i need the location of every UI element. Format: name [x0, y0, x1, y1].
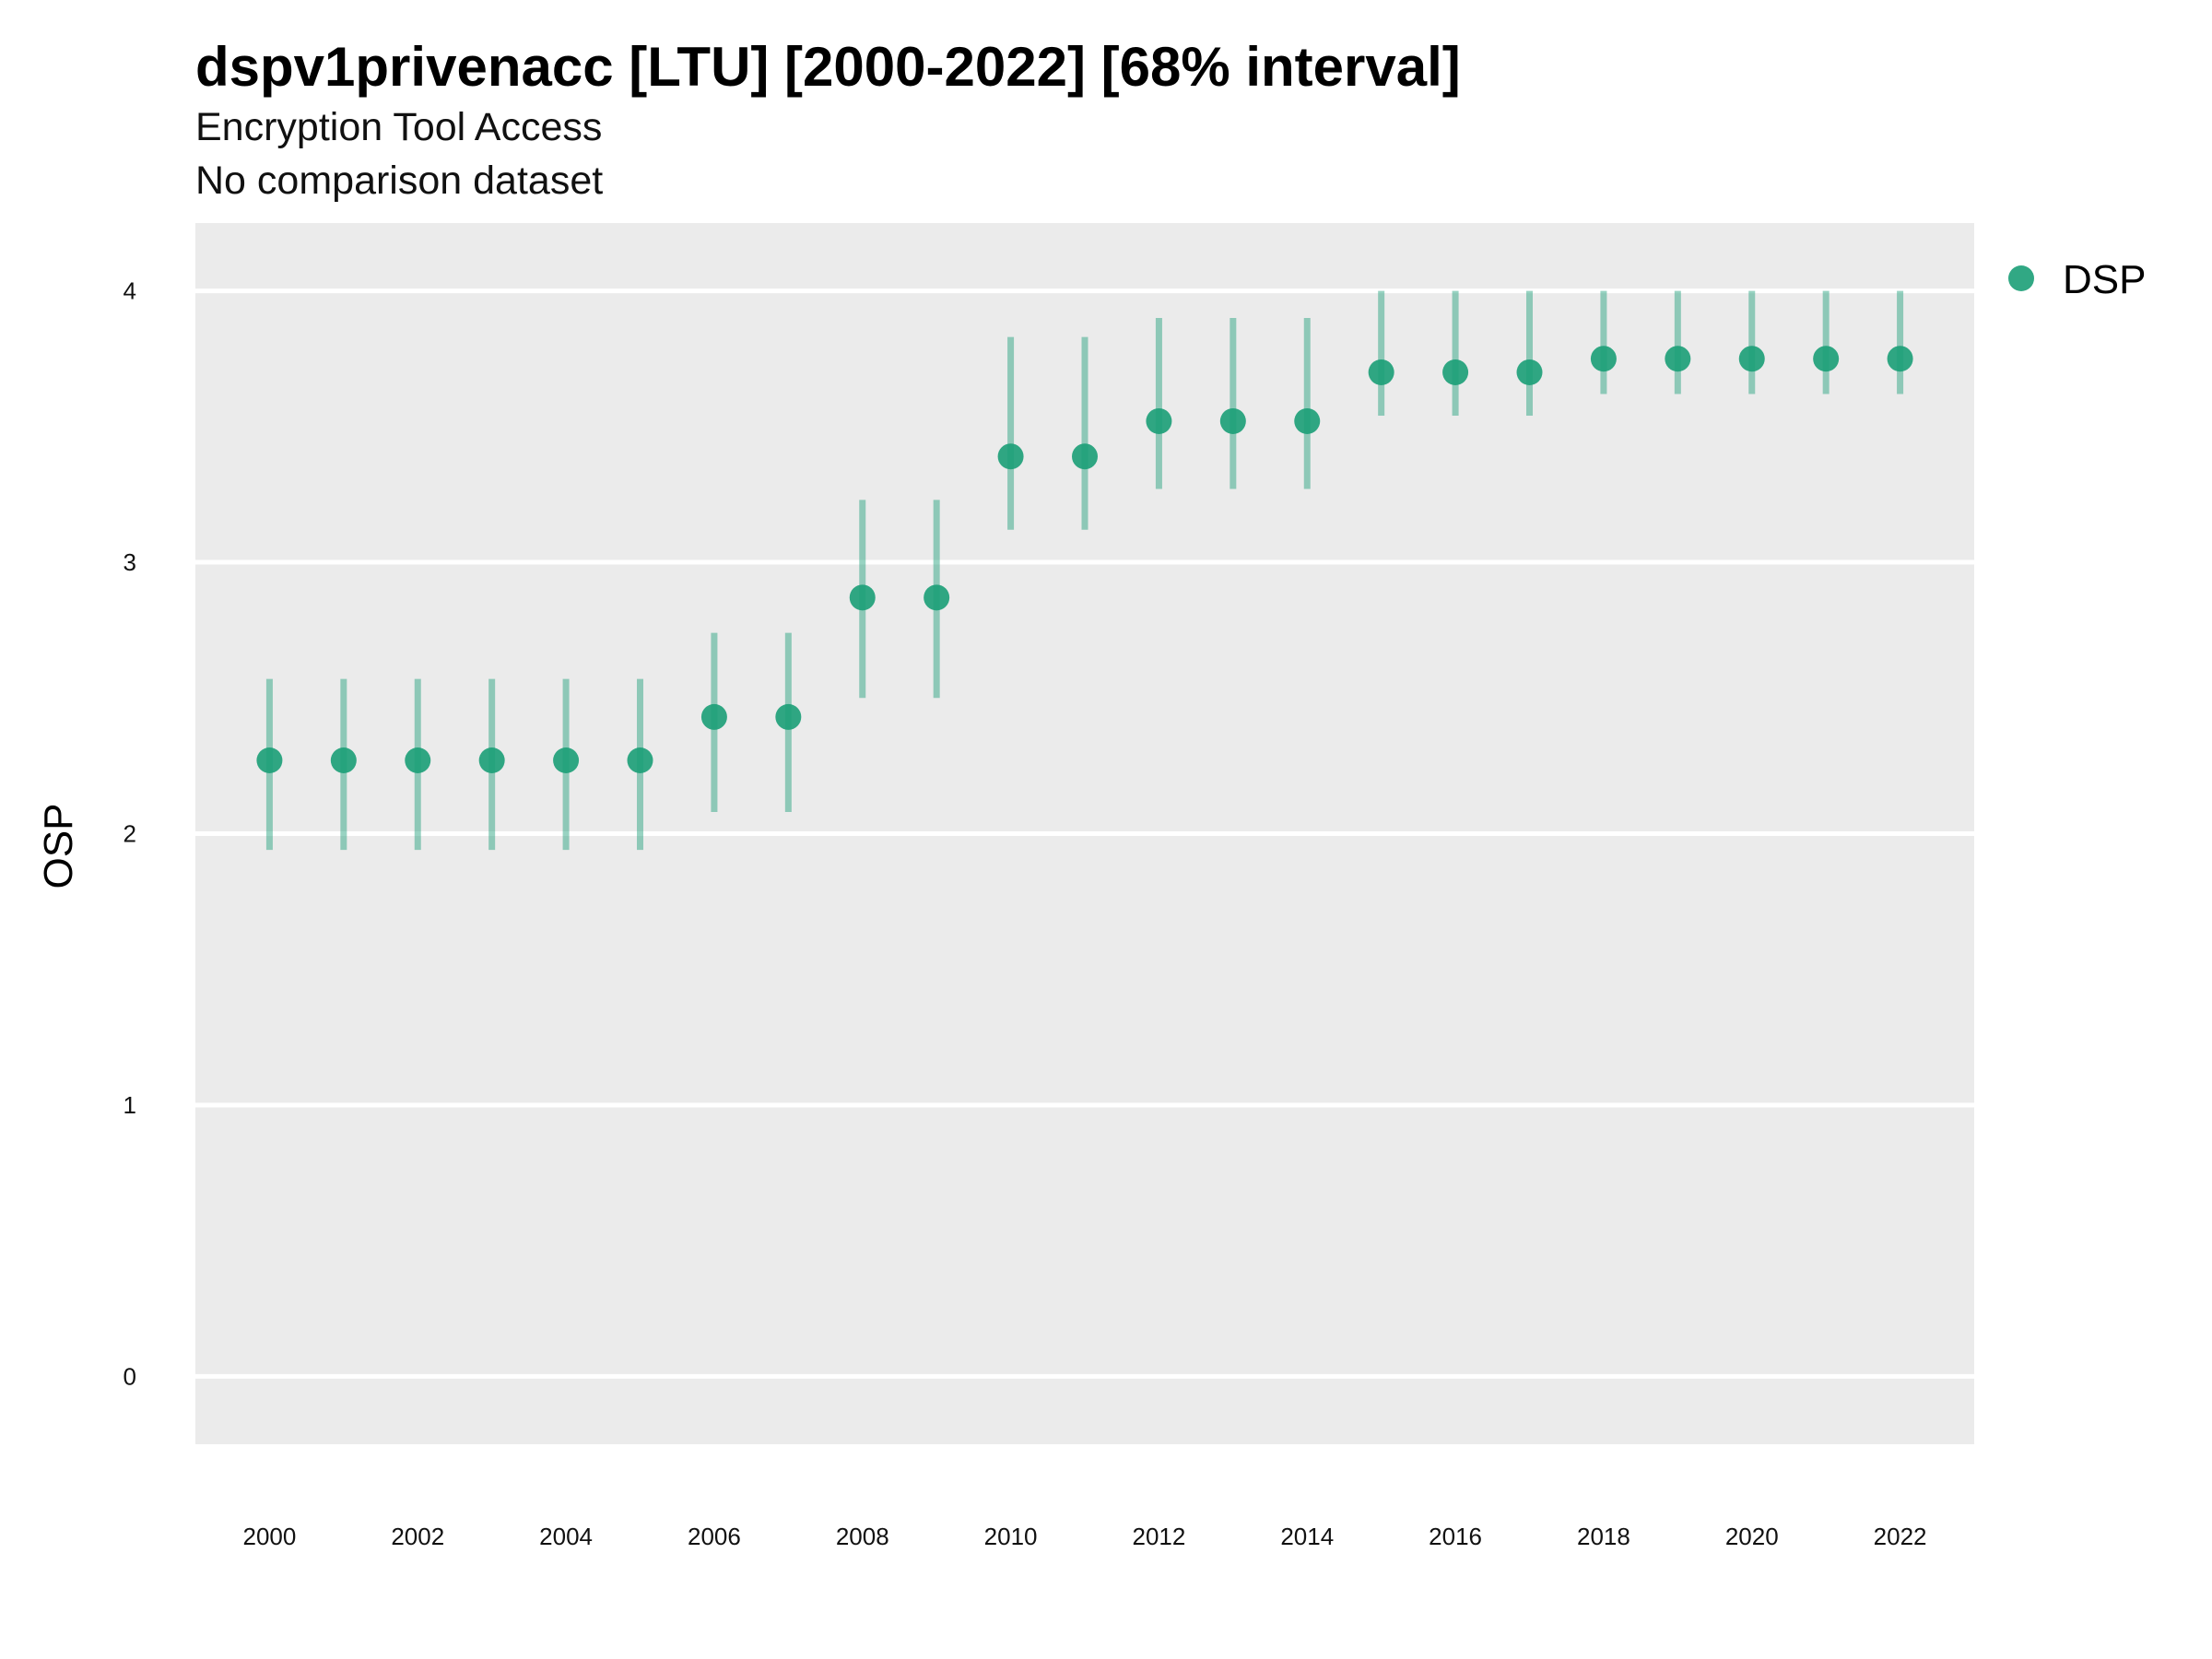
legend-label-dsp: DSP [2063, 257, 2146, 302]
x-tick-label: 2006 [688, 1523, 741, 1550]
x-tick-label: 2010 [984, 1523, 1038, 1550]
x-tick-label: 2022 [1874, 1523, 1927, 1550]
data-point[interactable] [627, 747, 653, 773]
x-tick-label: 2016 [1429, 1523, 1482, 1550]
data-point[interactable] [1813, 346, 1840, 372]
data-point[interactable] [1665, 346, 1691, 372]
x-tick-label: 2020 [1725, 1523, 1779, 1550]
data-point[interactable] [924, 584, 950, 611]
data-point[interactable] [1442, 359, 1469, 385]
data-point[interactable] [700, 703, 727, 730]
data-point[interactable] [405, 747, 431, 773]
x-tick-label: 2002 [391, 1523, 444, 1550]
data-point[interactable] [1294, 407, 1321, 434]
data-point[interactable] [849, 584, 876, 611]
data-point[interactable] [1146, 407, 1172, 434]
chart-subtitle-secondary: No comparison dataset [195, 159, 604, 203]
data-point[interactable] [1887, 346, 1913, 372]
data-point[interactable] [256, 747, 283, 773]
y-tick-label: 3 [124, 548, 136, 576]
grid-lines [195, 288, 1974, 1379]
x-tick-label: 2004 [539, 1523, 593, 1550]
data-points [256, 346, 1913, 773]
data-point[interactable] [553, 747, 580, 773]
data-point[interactable] [1219, 407, 1246, 434]
data-point[interactable] [1516, 359, 1543, 385]
data-point[interactable] [330, 747, 357, 773]
x-tick-label: 2018 [1577, 1523, 1630, 1550]
data-point[interactable] [775, 703, 802, 730]
y-tick-label: 4 [124, 277, 136, 305]
y-tick-label: 2 [124, 820, 136, 848]
data-point[interactable] [1738, 346, 1765, 372]
data-point[interactable] [1072, 443, 1098, 470]
legend[interactable]: DSP [2008, 257, 2146, 302]
chart-subtitle: Encryption Tool Access [195, 105, 603, 149]
data-point[interactable] [478, 747, 505, 773]
x-tick-label: 2012 [1132, 1523, 1185, 1550]
x-tick-label: 2014 [1280, 1523, 1334, 1550]
y-tick-label: 0 [124, 1362, 136, 1390]
x-axis-ticks: 2000 2002 2004 2006 2008 2010 2012 2014 2016 2018… [242, 1523, 1926, 1550]
legend-key-dsp [2008, 265, 2034, 291]
x-tick-label: 2008 [836, 1523, 889, 1550]
y-axis-title: OSP [36, 804, 81, 889]
data-point[interactable] [997, 443, 1024, 470]
chart-title: dspv1privenacc [LTU] [2000-2022] [68% in… [195, 36, 1461, 98]
data-point[interactable] [1368, 359, 1394, 385]
data-point[interactable] [1590, 346, 1617, 372]
y-axis-ticks: 0 1 2 3 4 [124, 277, 136, 1391]
x-tick-label: 2000 [242, 1523, 296, 1550]
y-tick-label: 1 [124, 1091, 136, 1119]
